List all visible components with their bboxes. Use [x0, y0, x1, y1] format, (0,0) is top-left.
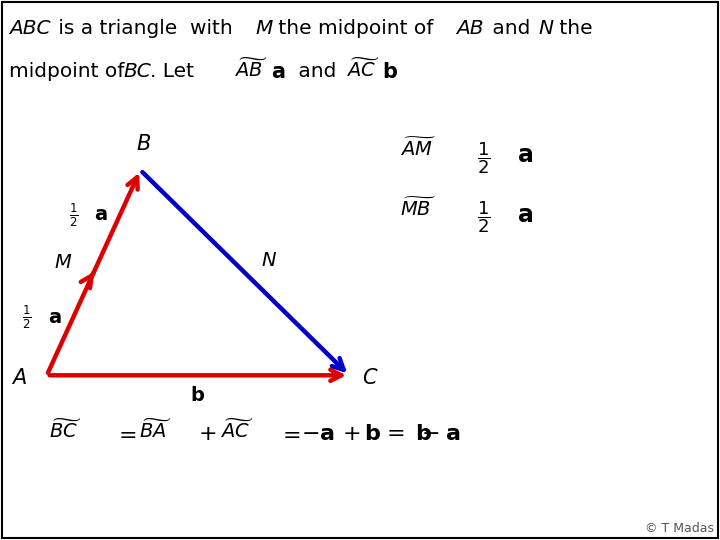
Text: $\mathbf{a}$: $\mathbf{a}$ [517, 143, 533, 167]
Text: $M$: $M$ [54, 253, 72, 273]
Text: M: M [256, 19, 273, 38]
Text: is a triangle  with: is a triangle with [52, 19, 239, 38]
Text: $\frac{1}{2}$: $\frac{1}{2}$ [69, 201, 78, 228]
Text: $=$: $=$ [278, 424, 300, 444]
Text: and: and [292, 62, 343, 81]
Text: $=$: $=$ [114, 424, 136, 444]
Text: $B$: $B$ [137, 134, 151, 154]
Text: $N$: $N$ [261, 251, 276, 271]
Text: $\dfrac{1}{2}$: $\dfrac{1}{2}$ [477, 140, 491, 176]
Text: $-\;\mathbf{a}$: $-\;\mathbf{a}$ [421, 424, 461, 444]
Text: $\widetilde{AM}$: $\widetilde{AM}$ [400, 138, 436, 160]
Text: $\mathbf{a}$: $\mathbf{a}$ [94, 205, 108, 225]
Text: $\frac{1}{2}$: $\frac{1}{2}$ [22, 304, 32, 331]
Text: $\widetilde{BA}$: $\widetilde{BA}$ [139, 418, 171, 442]
Text: $\widetilde{AC}$: $\widetilde{AC}$ [220, 418, 254, 442]
Text: © T Madas: © T Madas [645, 522, 714, 535]
Text: $A$: $A$ [11, 368, 27, 388]
Text: $-\mathbf{a}$: $-\mathbf{a}$ [301, 424, 335, 444]
Text: $\mathbf{b}$: $\mathbf{b}$ [191, 386, 205, 406]
Text: $\mathbf{a}$: $\mathbf{a}$ [517, 202, 533, 226]
Text: $\dfrac{1}{2}$: $\dfrac{1}{2}$ [477, 200, 491, 235]
Text: $+\,\mathbf{b}$: $+\,\mathbf{b}$ [342, 424, 381, 444]
Text: $\widetilde{BC}$: $\widetilde{BC}$ [49, 418, 81, 442]
Text: ABC: ABC [9, 19, 50, 38]
Text: $\mathbf{b}$: $\mathbf{b}$ [382, 62, 397, 82]
Text: and: and [486, 19, 536, 38]
Text: the midpoint of: the midpoint of [272, 19, 440, 38]
Text: . Let: . Let [150, 62, 207, 81]
Text: $\mathbf{a}$: $\mathbf{a}$ [271, 62, 285, 82]
Text: $=\;\mathbf{b}$: $=\;\mathbf{b}$ [382, 424, 432, 444]
Text: AB: AB [456, 19, 484, 38]
Text: $\widetilde{AB}$: $\widetilde{AB}$ [234, 58, 267, 82]
Text: N: N [539, 19, 554, 38]
Text: $\widetilde{AC}$: $\widetilde{AC}$ [346, 58, 379, 82]
Text: the: the [553, 19, 593, 38]
Text: $+$: $+$ [198, 424, 216, 444]
Text: $\widetilde{MB}$: $\widetilde{MB}$ [400, 197, 436, 220]
Text: $C$: $C$ [362, 368, 379, 388]
Text: $\mathbf{a}$: $\mathbf{a}$ [48, 308, 61, 327]
Text: midpoint of: midpoint of [9, 62, 130, 81]
Text: BC: BC [124, 62, 152, 81]
